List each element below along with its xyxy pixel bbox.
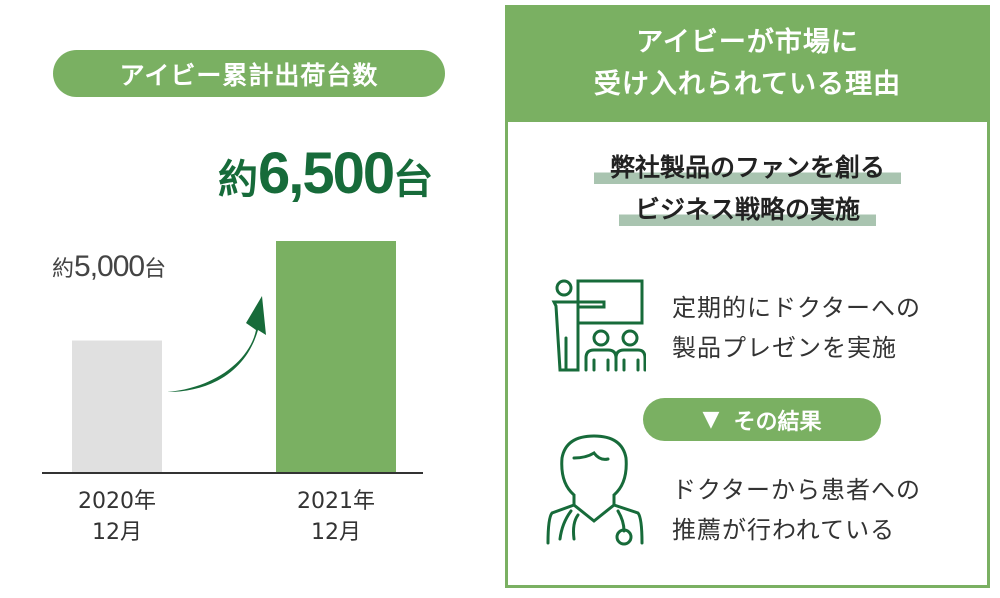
doctor-icon (546, 434, 644, 546)
x-tick-label-2020: 2020年 12月 (42, 486, 192, 548)
chart-title: アイビー累計出荷台数 (119, 60, 379, 90)
data-label-2020: 約5,000台 (52, 250, 166, 284)
triangle-down-icon: ▼ (702, 407, 720, 432)
label-prefix: 約 (52, 256, 75, 281)
tick-line: 12月 (92, 520, 142, 545)
bar-chart (42, 241, 423, 474)
item2-text: ドクターから患者への 推薦が行われている (672, 470, 921, 550)
label-unit: 台 (393, 158, 434, 202)
text-line: 推薦が行われている (672, 516, 896, 544)
label-number: 5,000 (74, 250, 145, 283)
bar-2021 (276, 241, 396, 472)
tick-line: 12月 (311, 520, 361, 545)
subtitle-line: 弊社製品のファンを創る (593, 148, 901, 184)
label-prefix: 約 (218, 158, 258, 202)
result-label: その結果 (733, 409, 822, 435)
result-pill: ▼ その結果 (643, 398, 881, 441)
panel-header: アイビーが市場に受け入れられている理由 (508, 8, 987, 122)
bar-2020 (72, 340, 162, 472)
text-line: 定期的にドクターへの (672, 294, 922, 322)
growth-arrow-icon (167, 296, 266, 392)
text-line: 製品プレゼンを実施 (672, 334, 897, 362)
header-line: 受け入れられている理由 (593, 69, 902, 100)
presentation-icon (551, 279, 646, 372)
data-label-2021: 約6,500台 (218, 140, 433, 207)
label-number: 6,500 (258, 141, 395, 206)
text-line: ドクターから患者への (672, 476, 922, 504)
reasons-panel: アイビーが市場に受け入れられている理由 弊社製品のファンを創る ビジネス戦略の実… (505, 5, 990, 588)
header-line: アイビーが市場に (636, 27, 859, 58)
chart-title-pill: アイビー累計出荷台数 (53, 50, 445, 97)
panel-subtitle: 弊社製品のファンを創る ビジネス戦略の実施 (508, 148, 987, 226)
tick-line: 2020年 (78, 489, 156, 514)
subtitle-line: ビジネス戦略の実施 (618, 190, 876, 226)
tick-line: 2021年 (297, 489, 375, 514)
item1-text: 定期的にドクターへの 製品プレゼンを実施 (672, 288, 921, 368)
x-tick-label-2021: 2021年 12月 (261, 486, 411, 548)
label-unit: 台 (144, 256, 167, 281)
